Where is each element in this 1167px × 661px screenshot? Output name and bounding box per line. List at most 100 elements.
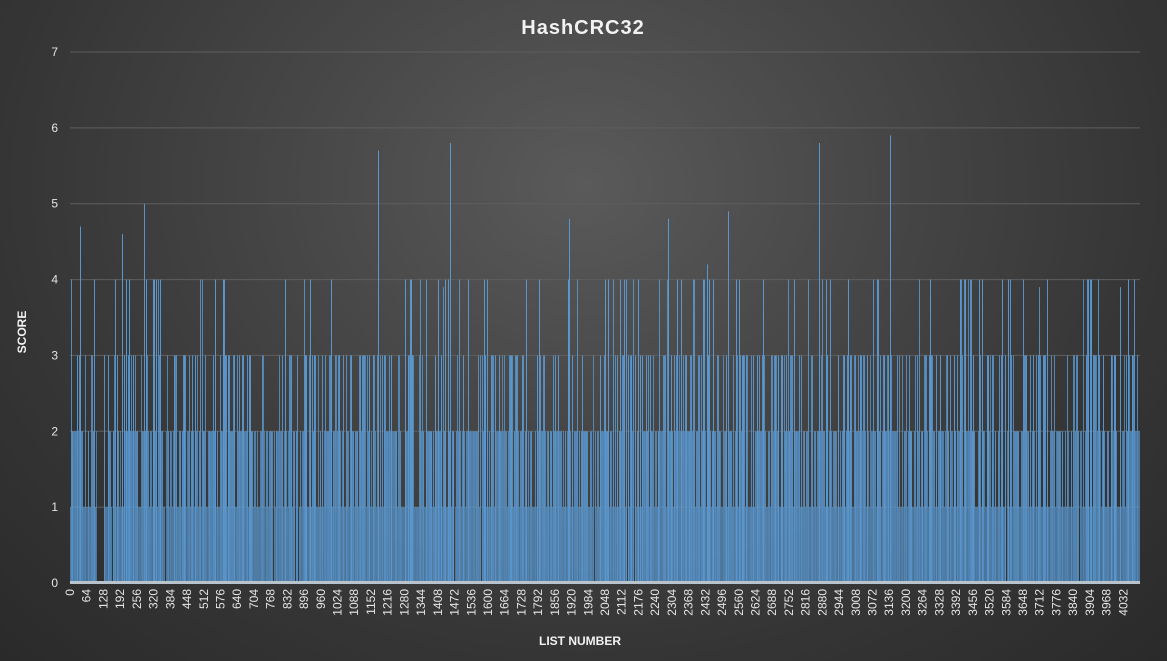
- bar: [968, 279, 969, 583]
- bar: [498, 431, 499, 583]
- bar: [1035, 507, 1036, 583]
- bar: [915, 355, 916, 583]
- bar: [1065, 431, 1066, 583]
- y-tick-label: 3: [51, 348, 58, 362]
- bar: [1088, 279, 1089, 583]
- x-tick-label: 960: [314, 589, 328, 609]
- bar: [88, 431, 89, 583]
- bar: [1018, 431, 1019, 583]
- bar: [665, 355, 666, 583]
- bar: [997, 507, 998, 583]
- bar: [1001, 355, 1002, 583]
- bar: [814, 431, 815, 583]
- bar: [425, 507, 426, 583]
- bar: [1025, 355, 1026, 583]
- bar: [292, 507, 293, 583]
- bar: [1028, 431, 1029, 583]
- bar: [287, 507, 288, 583]
- bar: [1094, 355, 1095, 583]
- bar: [467, 431, 468, 583]
- bar: [434, 507, 435, 583]
- bar: [139, 507, 140, 583]
- bar: [598, 431, 599, 583]
- bar: [794, 279, 795, 583]
- bar: [503, 431, 504, 583]
- bar: [780, 507, 781, 583]
- bar: [549, 507, 550, 583]
- bar: [320, 431, 321, 583]
- bar: [338, 355, 339, 583]
- bar: [368, 431, 369, 583]
- bar: [628, 355, 629, 583]
- bar: [858, 355, 859, 583]
- bar: [372, 507, 373, 583]
- chart-title: HashCRC32: [521, 17, 644, 39]
- bar: [812, 355, 813, 583]
- bar: [104, 355, 105, 583]
- bar: [526, 279, 527, 583]
- bar: [781, 355, 782, 583]
- bar: [1044, 355, 1045, 583]
- bar: [957, 355, 958, 583]
- bar: [872, 431, 873, 583]
- bar: [460, 431, 461, 583]
- bar: [712, 431, 713, 583]
- bar: [779, 507, 780, 583]
- bar: [144, 203, 145, 583]
- bar: [1067, 355, 1068, 583]
- bar: [544, 355, 545, 583]
- bar: [269, 431, 270, 583]
- bar: [728, 211, 729, 584]
- bar: [579, 431, 580, 583]
- bar: [1102, 431, 1103, 583]
- bar: [1096, 355, 1097, 583]
- bar: [507, 507, 508, 583]
- bar: [172, 507, 173, 583]
- bar: [533, 507, 534, 583]
- bar: [681, 279, 682, 583]
- bar: [362, 355, 363, 583]
- bar: [457, 355, 458, 583]
- bar: [228, 355, 229, 583]
- bar: [122, 234, 123, 584]
- bar: [439, 431, 440, 583]
- bar: [1032, 431, 1033, 583]
- bar: [970, 279, 971, 583]
- bar: [242, 355, 243, 583]
- bar: [749, 507, 750, 583]
- bar: [689, 431, 690, 583]
- bar: [401, 507, 402, 583]
- bar: [521, 431, 522, 583]
- bar: [264, 431, 265, 583]
- bar: [654, 507, 655, 583]
- bar: [472, 431, 473, 583]
- bar: [1036, 355, 1037, 583]
- bar: [247, 355, 248, 583]
- x-tick-label: 64: [80, 589, 94, 603]
- bar: [1039, 287, 1040, 583]
- bar: [930, 279, 931, 583]
- bar: [820, 431, 821, 583]
- bar: [941, 431, 942, 583]
- bar: [944, 507, 945, 583]
- bar: [447, 507, 448, 583]
- bar: [939, 431, 940, 583]
- bar: [949, 507, 950, 583]
- bar: [673, 507, 674, 583]
- y-tick-labels: 0 1 2 3 4 5 6 7: [51, 45, 58, 590]
- bar: [954, 355, 955, 583]
- bar: [971, 279, 972, 583]
- bar: [211, 431, 212, 583]
- bar: [987, 355, 988, 583]
- bar: [642, 355, 643, 583]
- bar: [469, 431, 470, 583]
- bar: [861, 355, 862, 583]
- bar: [992, 355, 993, 583]
- bar: [686, 355, 687, 583]
- bar: [652, 431, 653, 583]
- bar: [294, 431, 295, 583]
- bar: [832, 507, 833, 583]
- bar: [843, 355, 844, 583]
- bar: [212, 431, 213, 583]
- bar: [561, 431, 562, 583]
